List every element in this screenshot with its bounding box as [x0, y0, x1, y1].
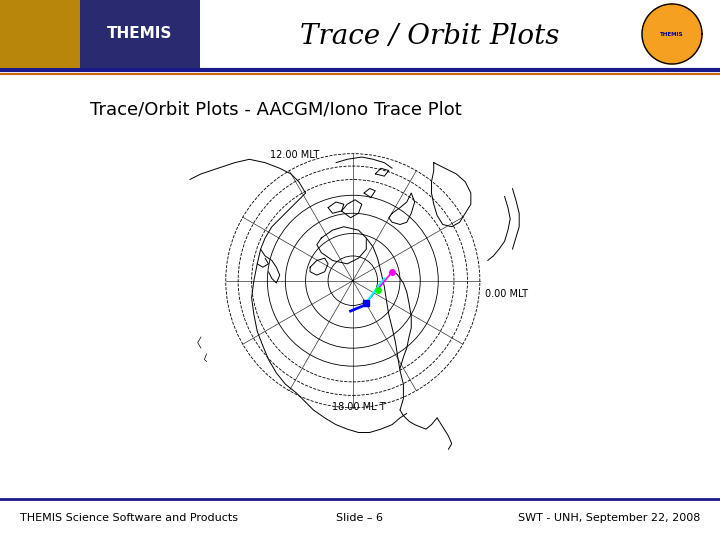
Bar	[0, 0, 80, 68]
Text: 12.00 MLT: 12.00 MLT	[270, 150, 319, 160]
Text: Slide – 6: Slide – 6	[336, 513, 384, 523]
Text: THEMIS: THEMIS	[660, 31, 684, 37]
Text: SWT - UNH, September 22, 2008: SWT - UNH, September 22, 2008	[518, 513, 700, 523]
Text: Trace/Orbit Plots - AACGM/Iono Trace Plot: Trace/Orbit Plots - AACGM/Iono Trace Plo…	[90, 100, 462, 118]
Text: THEMIS: THEMIS	[107, 26, 173, 42]
Text: Trace / Orbit Plots: Trace / Orbit Plots	[300, 23, 559, 50]
Text: THEMIS Science Software and Products: THEMIS Science Software and Products	[20, 513, 238, 523]
Text: 0.00 MLT: 0.00 MLT	[485, 289, 528, 299]
Text: 18.00 ML T: 18.00 ML T	[332, 402, 385, 411]
Bar	[0, 0, 200, 68]
Polygon shape	[642, 4, 702, 64]
